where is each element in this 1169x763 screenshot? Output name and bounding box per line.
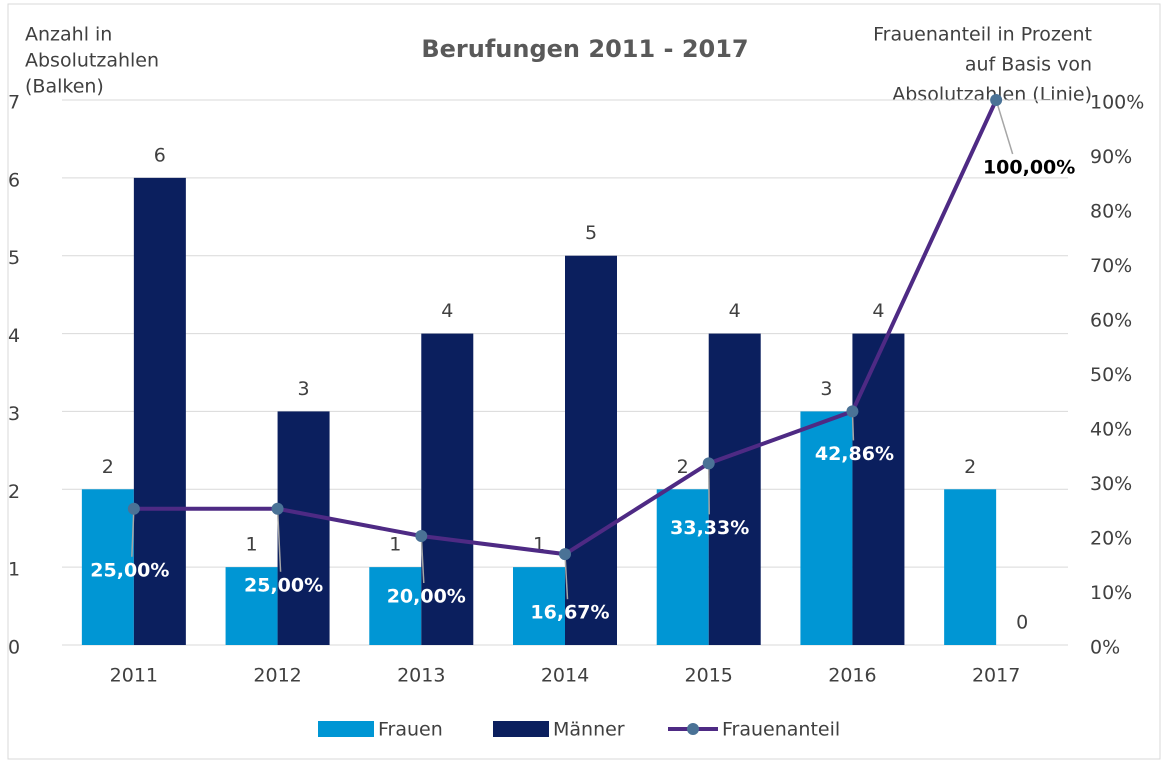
chart-title: Berufungen 2011 - 2017	[421, 35, 748, 63]
bar-value-label: 6	[154, 144, 166, 166]
bar-value-label: 3	[298, 378, 310, 400]
line-marker	[127, 502, 140, 515]
line-value-label: 33,33%	[670, 517, 749, 539]
line-value-label: 25,00%	[244, 574, 323, 596]
legend-label: Männer	[553, 719, 625, 741]
y2-axis-title: auf Basis von	[965, 54, 1092, 76]
y-tick-label: 7	[8, 92, 20, 114]
x-tick-label: 2017	[972, 665, 1020, 687]
bar	[369, 567, 422, 645]
bar-value-label: 2	[677, 456, 689, 478]
x-tick-label: 2014	[541, 665, 589, 687]
leader-line	[707, 463, 710, 515]
bar-value-label: 2	[964, 456, 976, 478]
bar-value-label: 4	[441, 300, 453, 322]
bar	[852, 333, 905, 645]
line-marker	[415, 530, 428, 542]
y2-tick-label: 70%	[1090, 255, 1132, 277]
y2-tick-label: 10%	[1090, 582, 1132, 604]
x-tick-label: 2012	[253, 665, 301, 687]
line-marker	[702, 457, 715, 470]
leader-line	[276, 508, 282, 572]
bar	[225, 567, 278, 645]
bar	[800, 411, 853, 645]
bar	[708, 333, 761, 645]
x-tick-label: 2015	[685, 665, 733, 687]
y2-tick-label: 40%	[1090, 419, 1132, 441]
line-marker	[990, 94, 1003, 106]
bar	[133, 177, 186, 645]
y-tick-label: 0	[8, 637, 20, 659]
legend-swatch	[687, 723, 699, 735]
y-axis-title: Absolutzahlen	[25, 50, 159, 72]
line-marker	[271, 502, 284, 515]
bar-value-label: 3	[820, 378, 832, 400]
bar	[421, 333, 474, 645]
line-value-label: 16,67%	[530, 602, 609, 624]
y-tick-label: 6	[8, 169, 20, 191]
bar	[565, 255, 617, 645]
legend-swatch	[493, 721, 549, 737]
bar	[81, 489, 134, 645]
leader-line	[995, 99, 1014, 155]
y-tick-label: 1	[8, 559, 20, 581]
bar-value-label: 0	[1016, 612, 1028, 634]
line-value-label: 42,86%	[815, 443, 894, 465]
y2-tick-label: 100%	[1090, 92, 1144, 114]
line-value-label: 100,00%	[983, 157, 1075, 179]
y2-axis-title: Frauenanteil in Prozent	[873, 24, 1092, 46]
leader-line	[564, 554, 569, 600]
bar	[277, 411, 330, 645]
bar-value-label: 1	[246, 534, 258, 556]
legend-label: Frauenanteil	[722, 719, 840, 741]
y2-tick-label: 80%	[1090, 201, 1132, 223]
y-tick-label: 3	[8, 403, 20, 425]
y-tick-label: 4	[8, 325, 20, 347]
x-tick-label: 2013	[397, 665, 445, 687]
line-value-label: 25,00%	[90, 559, 169, 581]
line-value-label: 20,00%	[387, 586, 466, 608]
x-tick-label: 2016	[828, 665, 876, 687]
bar-value-label: 4	[729, 300, 741, 322]
x-tick-label: 2011	[110, 665, 158, 687]
line-marker	[846, 405, 859, 418]
bar	[513, 567, 565, 645]
legend-swatch	[318, 721, 374, 737]
y2-tick-label: 0%	[1090, 637, 1120, 659]
bar-value-label: 2	[102, 456, 114, 478]
y2-tick-label: 20%	[1090, 528, 1132, 550]
y-tick-label: 5	[8, 247, 20, 269]
bar-value-label: 4	[872, 300, 884, 322]
bar	[944, 489, 997, 645]
bar-value-label: 1	[389, 534, 401, 556]
y2-tick-label: 30%	[1090, 473, 1132, 495]
y-axis-title: (Balken)	[25, 76, 104, 98]
leader-line	[420, 535, 425, 584]
y2-tick-label: 60%	[1090, 310, 1132, 332]
y2-tick-label: 50%	[1090, 364, 1132, 386]
bar-value-label: 5	[585, 222, 597, 244]
bar	[656, 489, 709, 645]
y-axis-title: Anzahl in	[25, 24, 112, 46]
leader-line	[131, 508, 135, 557]
legend-label: Frauen	[378, 719, 443, 741]
line-marker	[559, 548, 571, 561]
y-tick-label: 2	[8, 481, 20, 503]
y2-tick-label: 90%	[1090, 146, 1132, 168]
